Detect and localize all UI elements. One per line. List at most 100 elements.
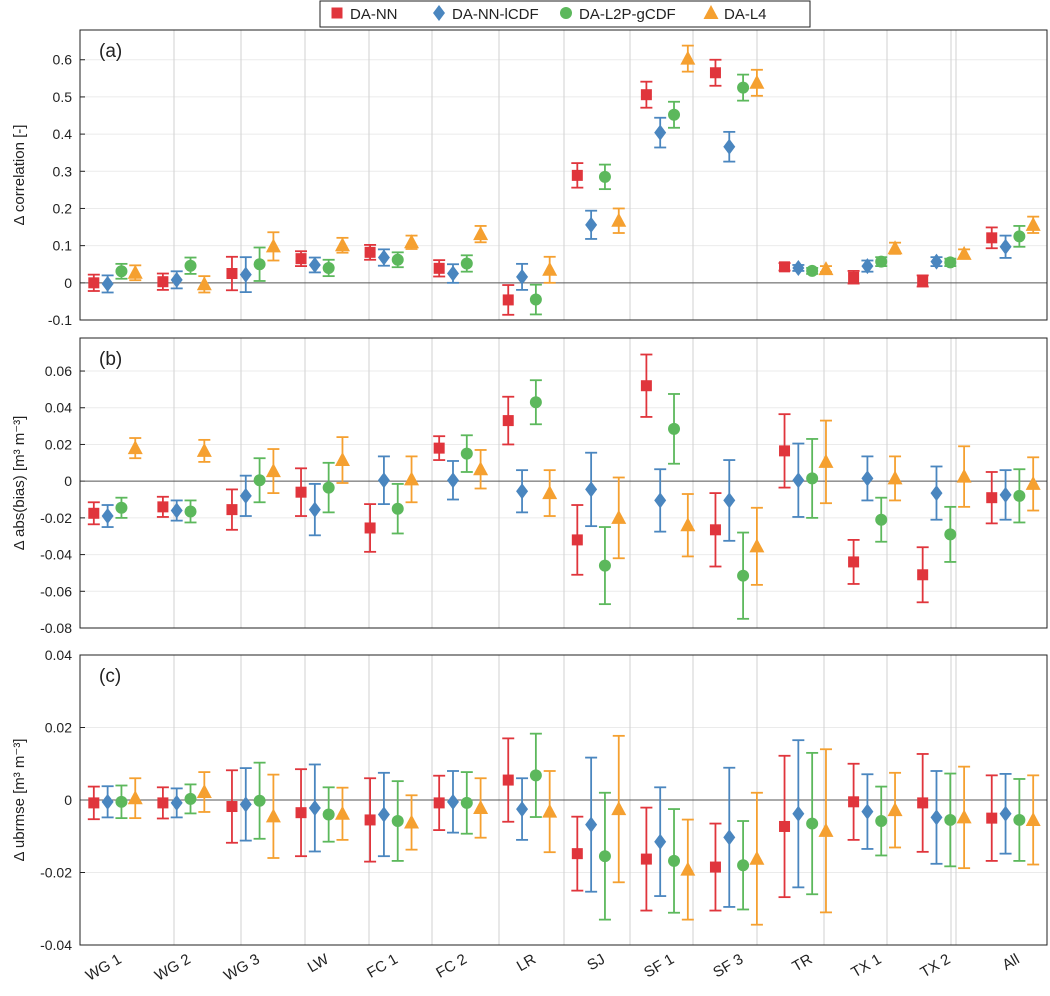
marker-diamond bbox=[585, 481, 598, 498]
data-point-tx2 bbox=[930, 253, 943, 270]
data-point-fc2 bbox=[433, 435, 446, 461]
data-point-fc2 bbox=[473, 777, 489, 839]
marker-square bbox=[364, 522, 376, 534]
marker-triangle bbox=[956, 245, 972, 260]
category-label: TX 1 bbox=[848, 951, 884, 982]
data-point-sf1 bbox=[668, 808, 681, 914]
data-point-all bbox=[985, 774, 998, 862]
category-label: SF 3 bbox=[710, 951, 746, 982]
data-point-fc1 bbox=[364, 243, 377, 261]
marker-diamond bbox=[308, 501, 321, 518]
data-point-lr bbox=[542, 469, 558, 517]
data-point-tx1 bbox=[875, 496, 888, 543]
marker-circle bbox=[529, 293, 542, 306]
data-point-all bbox=[1013, 778, 1026, 862]
marker-triangle bbox=[956, 468, 972, 483]
legend-marker-triangle bbox=[703, 5, 719, 19]
y-axis-label: Δ correlation [-] bbox=[11, 125, 28, 226]
data-point-tr bbox=[792, 259, 805, 276]
legend-item-da-nn-lcdf: DA-NN-lCDF bbox=[433, 5, 539, 23]
series-da-nn bbox=[87, 58, 998, 316]
data-point-fc1 bbox=[404, 455, 420, 504]
data-point-tx1 bbox=[887, 771, 903, 849]
marker-square bbox=[226, 504, 238, 516]
y-tick-label: 0 bbox=[64, 473, 72, 489]
data-point-tx2 bbox=[930, 465, 943, 521]
data-point-fc2 bbox=[473, 449, 489, 490]
marker-triangle bbox=[473, 226, 489, 241]
data-point-wg1 bbox=[115, 496, 128, 519]
marker-triangle bbox=[611, 212, 627, 227]
data-point-sf3 bbox=[709, 822, 722, 912]
marker-diamond bbox=[170, 502, 183, 519]
data-point-lr bbox=[529, 732, 542, 818]
marker-circle bbox=[184, 259, 197, 272]
data-point-lw bbox=[322, 786, 335, 843]
data-point-sj bbox=[611, 734, 627, 884]
marker-triangle bbox=[611, 801, 627, 816]
data-point-sj bbox=[571, 504, 584, 576]
marker-square bbox=[226, 801, 238, 813]
data-point-tx1 bbox=[875, 255, 888, 268]
marker-circle bbox=[460, 257, 473, 270]
data-point-all bbox=[999, 773, 1012, 855]
marker-triangle bbox=[1025, 216, 1041, 231]
category-label: SJ bbox=[584, 951, 608, 974]
y-tick-label: -0.04 bbox=[40, 937, 72, 953]
data-point-lw bbox=[322, 461, 335, 514]
marker-square bbox=[848, 556, 860, 568]
data-point-wg2 bbox=[170, 787, 183, 819]
series-da-l2p-gcdf bbox=[115, 73, 1026, 316]
marker-square bbox=[779, 445, 791, 457]
marker-diamond bbox=[101, 275, 114, 292]
category-label: FC 1 bbox=[364, 951, 401, 982]
legend-label: DA-L2P-gCDF bbox=[579, 6, 676, 23]
data-point-wg2 bbox=[196, 438, 212, 463]
marker-circle bbox=[737, 81, 750, 94]
marker-diamond bbox=[792, 805, 805, 822]
axes-frame bbox=[79, 29, 1048, 321]
data-point-wg1 bbox=[101, 274, 114, 294]
data-point-lw bbox=[295, 250, 308, 267]
data-point-sf1 bbox=[640, 806, 653, 912]
marker-circle bbox=[115, 501, 128, 514]
data-point-sj bbox=[598, 163, 611, 191]
y-tick-label: 0.4 bbox=[53, 126, 73, 142]
y-tick-label: -0.04 bbox=[40, 547, 72, 563]
data-point-fc1 bbox=[364, 503, 377, 553]
marker-circle bbox=[184, 792, 197, 805]
data-point-fc2 bbox=[433, 259, 446, 278]
marker-square bbox=[709, 861, 721, 873]
data-point-sf3 bbox=[737, 73, 750, 102]
y-tick-label: -0.1 bbox=[48, 312, 72, 328]
marker-triangle bbox=[818, 453, 834, 468]
data-point-wg2 bbox=[196, 771, 212, 813]
marker-diamond bbox=[723, 829, 736, 846]
data-point-sf1 bbox=[680, 44, 696, 73]
marker-triangle bbox=[196, 276, 212, 291]
marker-triangle bbox=[265, 463, 281, 478]
marker-diamond bbox=[377, 472, 390, 489]
y-tick-label: 0 bbox=[64, 275, 72, 291]
data-point-fc2 bbox=[460, 254, 473, 273]
legend-label: DA-L4 bbox=[724, 6, 767, 23]
data-point-sj bbox=[585, 209, 598, 240]
data-point-tr bbox=[818, 261, 834, 276]
marker-square bbox=[295, 253, 307, 265]
marker-square bbox=[295, 486, 307, 498]
marker-circle bbox=[944, 528, 957, 541]
marker-circle bbox=[322, 808, 335, 821]
y-tick-label: 0.5 bbox=[53, 89, 73, 105]
series-da-nn-lcdf bbox=[101, 739, 1012, 908]
category-label: TX 2 bbox=[917, 951, 953, 982]
marker-square bbox=[571, 534, 583, 546]
marker-diamond bbox=[654, 124, 667, 141]
marker-circle bbox=[115, 265, 128, 278]
data-point-tx1 bbox=[861, 455, 874, 502]
data-point-lw bbox=[308, 483, 321, 537]
marker-triangle bbox=[680, 517, 696, 532]
marker-circle bbox=[944, 813, 957, 826]
data-point-wg1 bbox=[87, 273, 100, 292]
data-point-fc2 bbox=[433, 774, 446, 831]
marker-diamond bbox=[516, 268, 529, 285]
